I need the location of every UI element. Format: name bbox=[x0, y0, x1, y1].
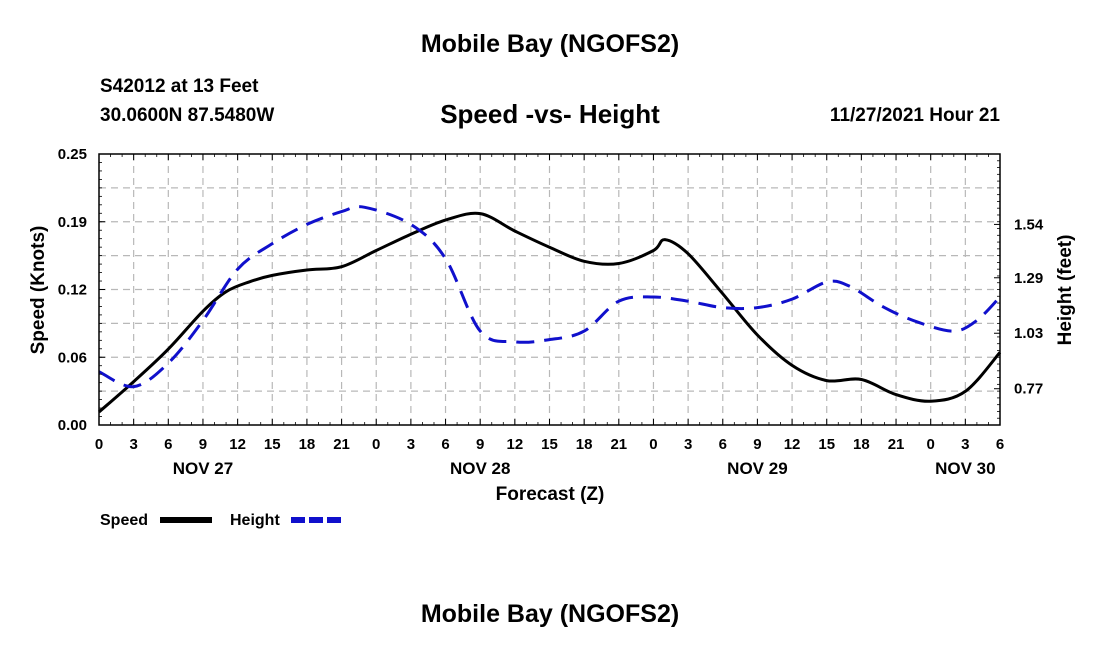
y2-tick-label: 1.54 bbox=[1014, 216, 1044, 233]
legend-speed-label: Speed bbox=[100, 512, 148, 529]
x-tick-label: 9 bbox=[199, 436, 207, 453]
x-tick-label: 0 bbox=[372, 436, 380, 453]
legend: Speed Height bbox=[100, 512, 343, 529]
day-label: NOV 28 bbox=[450, 459, 510, 478]
x-tick-label: 6 bbox=[719, 436, 727, 453]
x-tick-label: 3 bbox=[684, 436, 692, 453]
speed-height-chart: 0 3 6 9 12 15 18 21 0 3 6 9 12 15 18 21 0 3 6 9 12 15 18 21 0 3 6N… bbox=[0, 0, 1100, 650]
x-tick-label: 21 bbox=[333, 436, 350, 453]
day-label: NOV 29 bbox=[727, 459, 787, 478]
y-axis-title: Speed (Knots) bbox=[28, 226, 49, 355]
x-tick-label: 3 bbox=[407, 436, 415, 453]
grid bbox=[99, 154, 1000, 425]
x-tick-label: 18 bbox=[299, 436, 316, 453]
x-tick-label: 15 bbox=[818, 436, 835, 453]
x-tick-label: 12 bbox=[229, 436, 246, 453]
legend-height-label: Height bbox=[230, 512, 280, 529]
y-tick-label: 0.25 bbox=[58, 146, 87, 163]
x-tick-label: 3 bbox=[961, 436, 969, 453]
x-tick-label: 3 bbox=[129, 436, 137, 453]
x-tick-label: 18 bbox=[576, 436, 593, 453]
x-tick-label: 9 bbox=[476, 436, 484, 453]
y-tick-label: 0.06 bbox=[58, 349, 87, 366]
series bbox=[99, 207, 1000, 412]
x-tick-label: 0 bbox=[95, 436, 103, 453]
y-tick-label: 0.00 bbox=[58, 417, 87, 434]
y-tick-label: 0.19 bbox=[58, 214, 87, 231]
day-label: NOV 27 bbox=[173, 459, 233, 478]
x-tick-label: 21 bbox=[610, 436, 627, 453]
y2-tick-label: 1.03 bbox=[1014, 325, 1043, 342]
x-tick-label: 15 bbox=[264, 436, 281, 453]
x-tick-label: 21 bbox=[888, 436, 905, 453]
y2-axis-title: Height (feet) bbox=[1055, 235, 1076, 346]
x-axis-title: Forecast (Z) bbox=[496, 484, 605, 505]
y2-tick-label: 0.77 bbox=[1014, 381, 1043, 398]
x-tick-label: 12 bbox=[507, 436, 524, 453]
y-tick-label: 0.12 bbox=[58, 282, 87, 299]
x-tick-label: 12 bbox=[784, 436, 801, 453]
x-tick-label: 6 bbox=[441, 436, 449, 453]
y2-tick-label: 1.29 bbox=[1014, 270, 1043, 287]
x-tick-label: 18 bbox=[853, 436, 870, 453]
day-label: NOV 30 bbox=[935, 459, 995, 478]
x-tick-label: 6 bbox=[164, 436, 172, 453]
x-tick-label: 6 bbox=[996, 436, 1004, 453]
x-tick-label: 9 bbox=[753, 436, 761, 453]
x-tick-label: 0 bbox=[927, 436, 935, 453]
x-tick-label: 0 bbox=[649, 436, 657, 453]
x-tick-label: 15 bbox=[541, 436, 558, 453]
